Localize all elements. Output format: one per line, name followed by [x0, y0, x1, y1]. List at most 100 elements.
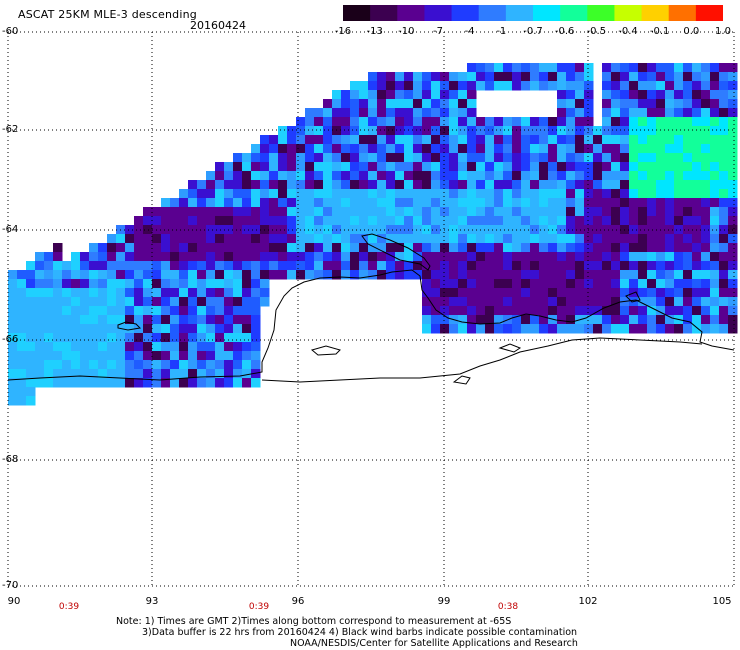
data-cell [305, 216, 315, 226]
data-cell [611, 324, 621, 334]
data-cell [206, 333, 216, 343]
data-cell [503, 324, 513, 334]
data-cell [566, 108, 576, 118]
data-cell [242, 324, 252, 334]
data-cell [89, 369, 99, 379]
colorbar-swatch [560, 5, 588, 21]
data-cell [647, 63, 657, 73]
data-cell [17, 387, 27, 397]
data-cell [143, 342, 153, 352]
data-cell [458, 99, 468, 109]
data-cell [26, 387, 36, 397]
data-cell [674, 198, 684, 208]
data-cell [8, 378, 18, 388]
coastline [7, 233, 735, 385]
data-cell [638, 225, 648, 235]
data-cell [170, 279, 180, 289]
data-cell [260, 261, 270, 271]
data-cell [548, 297, 558, 307]
data-cell [17, 333, 27, 343]
data-cell [53, 252, 63, 262]
data-cell [242, 342, 252, 352]
colorbar-label: 1.0 [715, 26, 731, 37]
data-cell [584, 180, 594, 190]
lon-label: 96 [291, 596, 305, 607]
data-cell [323, 135, 333, 145]
data-cell [413, 207, 423, 217]
data-cell [638, 297, 648, 307]
data-cell [395, 162, 405, 172]
data-cell [395, 234, 405, 244]
data-cell [260, 243, 270, 253]
data-cell [620, 171, 630, 181]
data-cell [215, 252, 225, 262]
data-cell [710, 306, 720, 316]
data-cell [215, 369, 225, 379]
data-cell [728, 252, 738, 262]
data-cell [521, 144, 531, 154]
data-cell [656, 126, 666, 136]
data-cell [485, 234, 495, 244]
data-cell [350, 225, 360, 235]
data-cell [197, 279, 207, 289]
data-cell [422, 270, 432, 280]
data-cell [665, 189, 675, 199]
data-cell [53, 279, 63, 289]
data-cell [449, 153, 459, 163]
data-cell [701, 198, 711, 208]
data-cell [494, 162, 504, 172]
data-cell [224, 180, 234, 190]
data-cell [575, 207, 585, 217]
data-cell [449, 225, 459, 235]
data-cell [53, 261, 63, 271]
data-cell [386, 144, 396, 154]
data-cell [719, 225, 729, 235]
data-cell [449, 171, 459, 181]
data-cell [674, 135, 684, 145]
data-cell [467, 279, 477, 289]
data-cell [269, 171, 279, 181]
data-cell [701, 72, 711, 82]
data-cell [224, 324, 234, 334]
data-cell [692, 63, 702, 73]
data-cell [638, 207, 648, 217]
data-cell [386, 126, 396, 136]
data-cell [674, 216, 684, 226]
data-cell [314, 144, 324, 154]
data-cell [179, 234, 189, 244]
data-cell [224, 171, 234, 181]
data-cell [593, 324, 603, 334]
data-cell [422, 225, 432, 235]
data-cell [134, 270, 144, 280]
data-cell [161, 360, 171, 370]
colorbar-label: -0.1 [649, 26, 670, 37]
data-cell [548, 216, 558, 226]
data-cell [341, 126, 351, 136]
data-cell [404, 72, 414, 82]
data-cell [260, 189, 270, 199]
data-cell [323, 270, 333, 280]
data-cell [17, 306, 27, 316]
data-cell [647, 216, 657, 226]
data-cell [431, 315, 441, 325]
data-cell [539, 225, 549, 235]
data-cell [341, 99, 351, 109]
data-cell [683, 72, 693, 82]
data-cell [674, 306, 684, 316]
data-cell [656, 171, 666, 181]
data-cell [638, 279, 648, 289]
data-cell [620, 216, 630, 226]
data-cell [215, 216, 225, 226]
data-cell [485, 297, 495, 307]
data-cell [602, 63, 612, 73]
data-cell [476, 171, 486, 181]
graticule [7, 31, 735, 587]
data-cell [557, 324, 567, 334]
data-cell [629, 207, 639, 217]
data-cell [494, 81, 504, 91]
data-cell [539, 198, 549, 208]
data-cell [44, 351, 54, 361]
data-cell [683, 207, 693, 217]
data-cell [323, 99, 333, 109]
data-cell [728, 279, 738, 289]
